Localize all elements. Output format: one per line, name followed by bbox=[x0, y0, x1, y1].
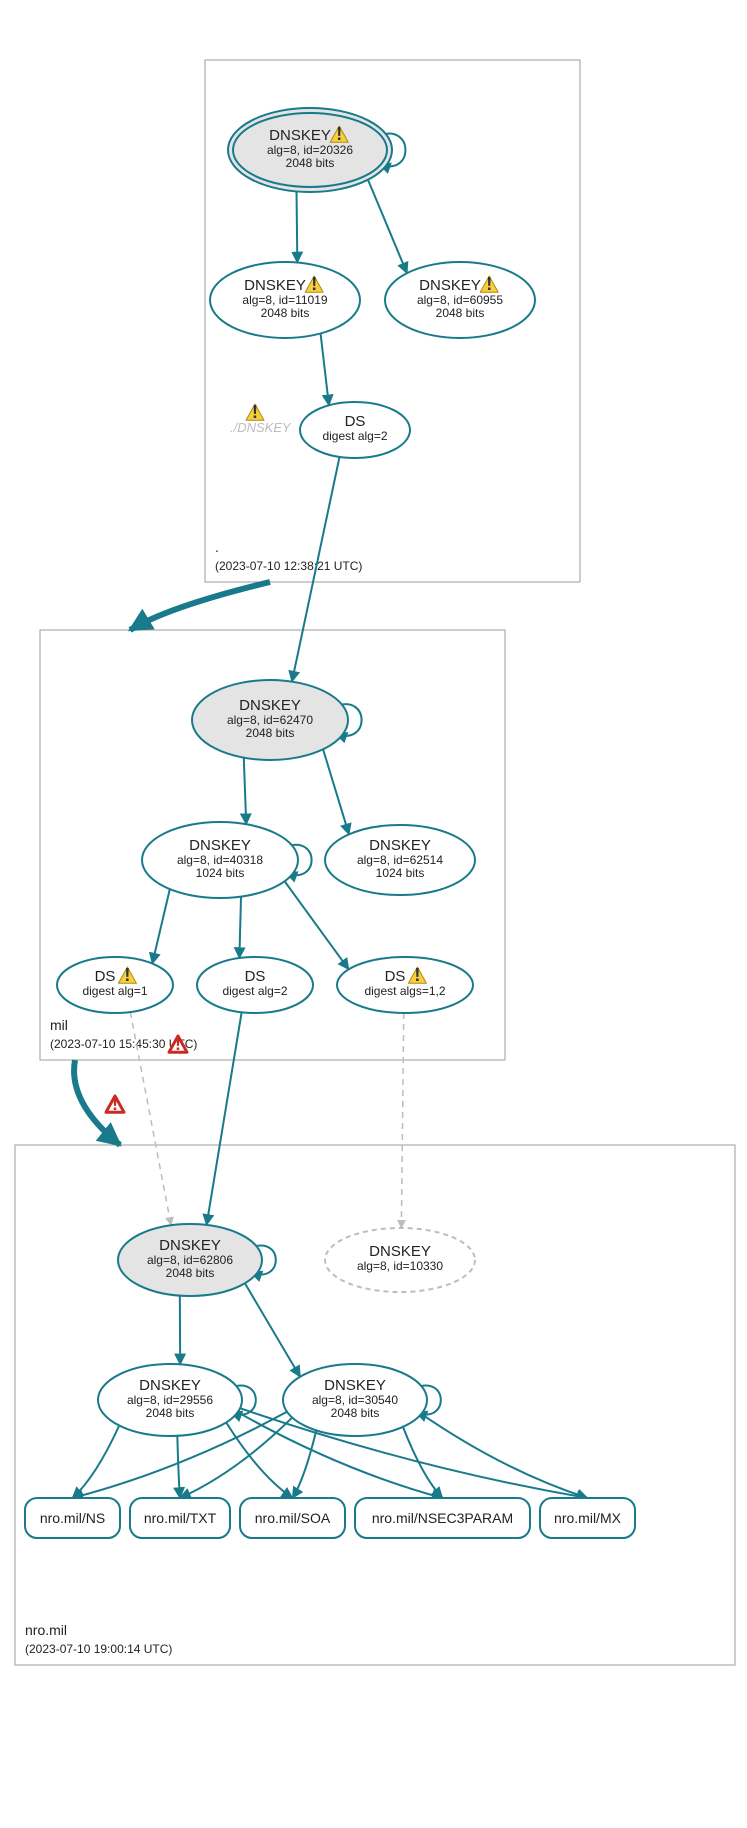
edge bbox=[323, 749, 349, 834]
node-n_ghost: DNSKEYalg=8, id=10330 bbox=[325, 1228, 475, 1292]
svg-text:.: . bbox=[215, 539, 219, 555]
node-title: DNSKEY bbox=[419, 277, 481, 294]
svg-text:nro.mil/NS: nro.mil/NS bbox=[40, 1510, 105, 1526]
svg-text:digest alg=1: digest alg=1 bbox=[82, 984, 147, 998]
svg-text:alg=8, id=40318: alg=8, id=40318 bbox=[177, 853, 263, 867]
zone-arrow bbox=[130, 582, 270, 630]
node-m_zsk2: DNSKEYalg=8, id=625141024 bits bbox=[325, 825, 475, 895]
edge bbox=[293, 1430, 317, 1498]
svg-text:mil: mil bbox=[50, 1017, 68, 1033]
svg-text:(2023-07-10 12:38:21 UTC): (2023-07-10 12:38:21 UTC) bbox=[215, 559, 362, 573]
warning-icon: ! bbox=[106, 1094, 124, 1114]
node-m_zsk1: DNSKEYalg=8, id=403181024 bits bbox=[142, 822, 298, 898]
svg-text:digest algs=1,2: digest algs=1,2 bbox=[364, 984, 445, 998]
svg-text:2048 bits: 2048 bits bbox=[146, 1406, 195, 1420]
node-r_ksk: DNSKEYalg=8, id=203262048 bits bbox=[228, 108, 392, 192]
svg-text:nro.mil/NSEC3PARAM: nro.mil/NSEC3PARAM bbox=[372, 1510, 513, 1526]
node-m_ksk: DNSKEYalg=8, id=624702048 bits bbox=[192, 680, 348, 760]
node-title: DS bbox=[345, 413, 366, 430]
rr-rr_nsec: nro.mil/NSEC3PARAM bbox=[355, 1498, 530, 1538]
svg-text:alg=8, id=62806: alg=8, id=62806 bbox=[147, 1253, 233, 1267]
node-title: DNSKEY bbox=[239, 697, 301, 714]
node-title: DS bbox=[245, 968, 266, 985]
node-title: DNSKEY bbox=[244, 277, 306, 294]
ghost-dnskey-label: ./DNSKEY bbox=[230, 420, 292, 435]
node-title: DNSKEY bbox=[269, 127, 331, 144]
node-title: DNSKEY bbox=[159, 1237, 221, 1254]
svg-text:!: ! bbox=[124, 965, 130, 985]
edge bbox=[152, 889, 170, 963]
svg-text:nro.mil/TXT: nro.mil/TXT bbox=[144, 1510, 217, 1526]
svg-text:alg=8, id=62470: alg=8, id=62470 bbox=[227, 713, 313, 727]
svg-text:!: ! bbox=[486, 274, 492, 294]
node-n_zsk2: DNSKEYalg=8, id=305402048 bits bbox=[283, 1364, 427, 1436]
edge bbox=[401, 1013, 403, 1228]
node-r_zsk1: DNSKEYalg=8, id=110192048 bits bbox=[210, 262, 360, 338]
node-m_ds3: DSdigest algs=1,2 bbox=[337, 957, 473, 1013]
svg-text:nro.mil/SOA: nro.mil/SOA bbox=[255, 1510, 331, 1526]
svg-text:2048 bits: 2048 bits bbox=[246, 726, 295, 740]
edge bbox=[239, 897, 241, 958]
edge bbox=[244, 758, 246, 825]
node-title: DNSKEY bbox=[324, 1377, 386, 1394]
svg-text:alg=8, id=10330: alg=8, id=10330 bbox=[357, 1259, 443, 1273]
edge bbox=[421, 1414, 587, 1498]
svg-text:alg=8, id=20326: alg=8, id=20326 bbox=[267, 143, 353, 157]
node-title: DNSKEY bbox=[369, 1243, 431, 1260]
edge bbox=[297, 191, 298, 262]
warning-icon: ! bbox=[246, 402, 264, 422]
svg-text:2048 bits: 2048 bits bbox=[331, 1406, 380, 1420]
svg-text:nro.mil/MX: nro.mil/MX bbox=[554, 1510, 622, 1526]
node-r_zsk2: DNSKEYalg=8, id=609552048 bits bbox=[385, 262, 535, 338]
svg-text:!: ! bbox=[175, 1034, 181, 1054]
edge bbox=[245, 1283, 300, 1376]
edge bbox=[226, 1422, 292, 1498]
svg-text:alg=8, id=30540: alg=8, id=30540 bbox=[312, 1393, 398, 1407]
svg-text:!: ! bbox=[336, 124, 342, 144]
svg-text:nro.mil: nro.mil bbox=[25, 1622, 67, 1638]
rr-rr_soa: nro.mil/SOA bbox=[240, 1498, 345, 1538]
node-title: DS bbox=[385, 968, 406, 985]
node-title: DNSKEY bbox=[139, 1377, 201, 1394]
rr-rr_txt: nro.mil/TXT bbox=[130, 1498, 230, 1538]
svg-text:(2023-07-10 19:00:14 UTC): (2023-07-10 19:00:14 UTC) bbox=[25, 1642, 172, 1656]
svg-text:digest alg=2: digest alg=2 bbox=[222, 984, 287, 998]
svg-text:2048 bits: 2048 bits bbox=[436, 306, 485, 320]
svg-text:2048 bits: 2048 bits bbox=[261, 306, 310, 320]
node-n_ksk: DNSKEYalg=8, id=628062048 bits bbox=[118, 1224, 262, 1296]
node-n_zsk1: DNSKEYalg=8, id=295562048 bits bbox=[98, 1364, 242, 1436]
svg-text:2048 bits: 2048 bits bbox=[286, 156, 335, 170]
svg-text:alg=8, id=29556: alg=8, id=29556 bbox=[127, 1393, 213, 1407]
svg-text:!: ! bbox=[252, 402, 258, 422]
node-r_ds: DSdigest alg=2 bbox=[300, 402, 410, 458]
svg-text:alg=8, id=11019: alg=8, id=11019 bbox=[242, 293, 328, 307]
node-title: DS bbox=[95, 968, 116, 985]
rr-rr_ns: nro.mil/NS bbox=[25, 1498, 120, 1538]
edge bbox=[177, 1436, 180, 1498]
edge bbox=[207, 1012, 242, 1225]
svg-text:!: ! bbox=[414, 965, 420, 985]
node-m_ds2: DSdigest alg=2 bbox=[197, 957, 313, 1013]
edge bbox=[285, 881, 349, 969]
svg-text:!: ! bbox=[112, 1094, 118, 1114]
rr-rr_mx: nro.mil/MX bbox=[540, 1498, 635, 1538]
edge bbox=[368, 180, 407, 273]
svg-text:!: ! bbox=[311, 274, 317, 294]
node-title: DNSKEY bbox=[189, 837, 251, 854]
svg-text:digest alg=2: digest alg=2 bbox=[322, 429, 387, 443]
svg-text:1024 bits: 1024 bits bbox=[196, 866, 245, 880]
svg-text:alg=8, id=62514: alg=8, id=62514 bbox=[357, 853, 443, 867]
node-title: DNSKEY bbox=[369, 837, 431, 854]
svg-text:1024 bits: 1024 bits bbox=[376, 866, 425, 880]
node-m_ds1: DSdigest alg=1 bbox=[57, 957, 173, 1013]
svg-text:alg=8, id=60955: alg=8, id=60955 bbox=[417, 293, 503, 307]
svg-text:2048 bits: 2048 bits bbox=[166, 1266, 215, 1280]
edge bbox=[321, 333, 329, 405]
